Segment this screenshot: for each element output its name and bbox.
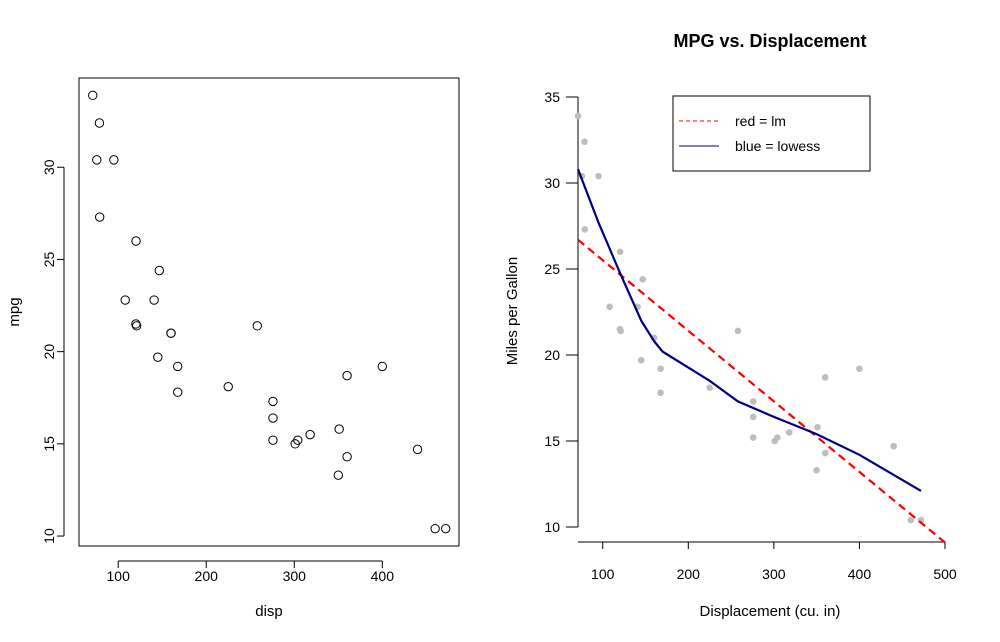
right-y-tick-label: 30 — [544, 175, 560, 191]
right-x-tick-label: 500 — [933, 566, 957, 582]
data-point — [109, 155, 119, 165]
data-point — [172, 361, 183, 372]
data-point — [166, 328, 176, 338]
data-point — [606, 303, 613, 311]
right-y-tick-label: 25 — [544, 261, 560, 277]
data-point — [574, 112, 582, 120]
left-y-tick-label: 25 — [41, 251, 57, 267]
data-point — [94, 212, 105, 222]
data-point — [581, 138, 588, 146]
data-point — [813, 466, 820, 474]
right-y-tick-label: 15 — [544, 433, 560, 449]
scatter-panel-mpg-vs-displacement: MPG vs. Displacement 100 200 300 400 500 10 15… — [504, 31, 957, 620]
data-point — [120, 295, 130, 305]
right-y-axis-title: Miles per Gallon — [504, 257, 521, 365]
data-point — [377, 361, 388, 372]
data-point — [657, 389, 664, 397]
left-y-tick-label: 20 — [41, 344, 57, 360]
chart-title: MPG vs. Displacement — [673, 31, 866, 51]
data-point — [617, 327, 624, 335]
data-point — [268, 396, 278, 407]
data-point — [268, 435, 278, 445]
data-point — [131, 236, 141, 246]
data-point — [749, 413, 757, 421]
legend-label-lowess: blue = lowess — [735, 138, 820, 154]
data-point — [749, 434, 757, 441]
right-axes: 100 200 300 400 500 10 15 20 25 30 35 — [544, 89, 956, 582]
data-point — [131, 321, 142, 331]
legend-label-lm: red = lm — [735, 113, 786, 129]
data-point — [785, 429, 793, 436]
data-point — [305, 429, 315, 440]
left-y-tick-label: 30 — [41, 159, 57, 175]
right-x-tick-label: 100 — [591, 566, 615, 582]
data-point — [616, 248, 624, 256]
left-x-axis-title: disp — [255, 603, 283, 620]
lowess-curve — [576, 168, 922, 492]
data-point — [154, 265, 164, 276]
data-point — [856, 365, 863, 373]
data-point — [223, 381, 233, 392]
data-point — [581, 226, 589, 233]
data-point — [706, 384, 713, 391]
data-point — [290, 439, 300, 449]
data-point — [333, 470, 343, 480]
data-point — [94, 118, 105, 128]
right-x-tick-label: 200 — [677, 566, 701, 582]
right-points — [574, 112, 925, 524]
lm-regression-line — [577, 238, 946, 544]
data-point — [821, 449, 829, 457]
left-x-tick-label: 300 — [283, 568, 307, 584]
left-x-tick-label: 100 — [107, 568, 131, 584]
data-point — [814, 423, 821, 431]
scatter-panel-disp-mpg: 100 200 300 400 10 15 20 25 30 disp mpg — [6, 77, 460, 620]
data-point — [88, 90, 98, 101]
data-point — [149, 295, 159, 305]
left-points — [88, 90, 451, 534]
data-point — [595, 172, 602, 180]
right-y-tick-label: 35 — [544, 89, 560, 105]
data-point — [637, 356, 645, 364]
data-point — [771, 437, 779, 445]
left-y-axis-title: mpg — [6, 297, 23, 326]
data-point — [657, 365, 664, 373]
data-point — [907, 516, 915, 524]
left-x-tick-label: 200 — [195, 568, 219, 584]
data-point — [749, 398, 757, 405]
data-point — [172, 387, 183, 397]
data-point — [153, 352, 163, 362]
right-y-tick-label: 10 — [544, 519, 560, 535]
left-axes: 100 200 300 400 10 15 20 25 30 — [41, 159, 394, 584]
data-point — [252, 321, 262, 331]
left-x-tick-label: 400 — [371, 568, 395, 584]
data-point — [639, 276, 646, 283]
right-x-tick-label: 300 — [762, 566, 786, 582]
data-point — [890, 442, 897, 450]
data-point — [268, 413, 278, 423]
data-point — [342, 370, 352, 381]
data-point — [92, 155, 102, 165]
right-y-tick-label: 20 — [544, 347, 560, 363]
data-point — [412, 444, 423, 455]
plot-box — [78, 77, 460, 547]
left-y-tick-label: 10 — [41, 528, 57, 544]
legend-box — [672, 95, 871, 172]
data-point — [430, 523, 440, 534]
data-point — [734, 327, 742, 335]
right-x-axis-title: Displacement (cu. in) — [700, 603, 841, 620]
data-point — [342, 452, 352, 462]
right-x-tick-label: 400 — [848, 566, 872, 582]
data-point — [821, 374, 829, 381]
left-y-tick-label: 15 — [41, 436, 57, 452]
data-point — [334, 424, 344, 434]
legend: red = lm blue = lowess — [672, 95, 871, 172]
data-point — [441, 523, 451, 534]
